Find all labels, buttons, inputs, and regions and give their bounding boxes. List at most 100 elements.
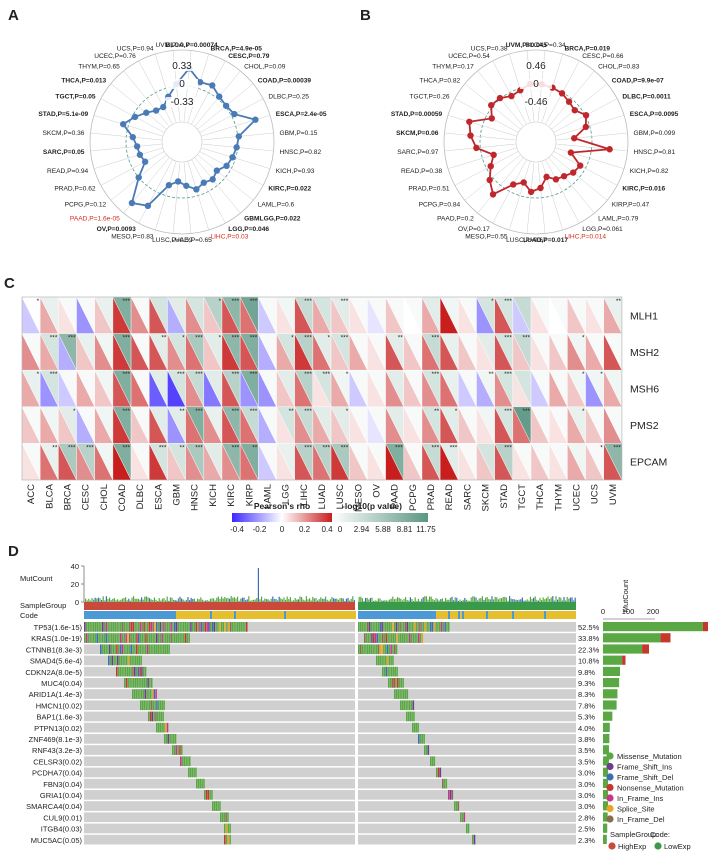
code-track-cell bbox=[206, 611, 208, 619]
zero-ring bbox=[479, 85, 593, 199]
oncoplot-chart: 40200MutCountSampleGroupCodeTP53(1.6e-15… bbox=[20, 562, 708, 851]
mutation-cell bbox=[466, 823, 468, 834]
tick-bg bbox=[520, 79, 552, 89]
mutation-cell bbox=[143, 622, 145, 632]
axis-label: THCA,P=0.013 bbox=[61, 77, 106, 84]
gene-label: MUC4(0.04) bbox=[41, 679, 82, 688]
mutation-cell bbox=[119, 666, 122, 677]
mutcount-bar bbox=[347, 597, 349, 602]
mutation-cell bbox=[145, 622, 147, 632]
mutcount-bar bbox=[467, 600, 469, 602]
legend-swatch bbox=[606, 794, 614, 802]
rho-tick: -0.2 bbox=[253, 525, 267, 534]
mutcount-bar bbox=[465, 599, 467, 602]
mutcount-bar bbox=[493, 599, 495, 602]
mutation-cell bbox=[121, 666, 123, 677]
code-track-cell bbox=[524, 611, 526, 619]
mutation-cell bbox=[397, 622, 400, 632]
mutation-cell bbox=[396, 666, 398, 677]
mutation-cell bbox=[406, 711, 408, 722]
mutcount-bar bbox=[261, 596, 263, 602]
mutation-cell bbox=[129, 678, 131, 688]
gene-percent: 10.8% bbox=[578, 657, 600, 666]
cancer-column-label: UCS bbox=[590, 484, 601, 504]
mutation-cell bbox=[418, 734, 420, 744]
mutcount-bar bbox=[536, 599, 538, 602]
mutation-cell bbox=[402, 678, 404, 688]
significance-stars: ** bbox=[434, 408, 440, 415]
significance-stars: ** bbox=[180, 444, 186, 451]
mutcount-bar bbox=[440, 599, 442, 602]
mutation-cell bbox=[118, 655, 121, 666]
mutcount-bar bbox=[102, 596, 104, 602]
mutation-cell bbox=[102, 622, 104, 632]
mutation-cell bbox=[213, 801, 216, 811]
mutation-cell bbox=[163, 633, 165, 643]
mutation-cell bbox=[229, 823, 231, 834]
mutcount-bar bbox=[489, 599, 491, 602]
mutcount-bar bbox=[304, 600, 306, 602]
gene-label: CDKN2A(8.0e-5) bbox=[25, 668, 82, 677]
oncoplot-row-bg bbox=[358, 700, 576, 711]
data-point bbox=[560, 173, 568, 180]
mutation-cell bbox=[128, 666, 131, 677]
cancer-column-label: LUSC bbox=[335, 484, 346, 509]
significance-stars: ** bbox=[489, 371, 495, 378]
mutation-cell bbox=[161, 633, 163, 643]
mutation-cell bbox=[365, 633, 368, 643]
mutation-cell bbox=[162, 711, 164, 722]
mutcount-bar bbox=[571, 597, 573, 602]
mutation-cell bbox=[123, 633, 126, 643]
mutation-cell bbox=[225, 823, 228, 834]
mutation-cell bbox=[145, 633, 147, 643]
code-track-cell bbox=[374, 611, 376, 619]
code-track-cell bbox=[490, 611, 492, 619]
data-point bbox=[565, 98, 573, 105]
mutcount-bar bbox=[166, 596, 168, 602]
code-track-cell bbox=[282, 611, 284, 619]
mutcount-bar bbox=[281, 599, 283, 602]
code-track-cell bbox=[96, 611, 98, 619]
code-track-cell bbox=[378, 611, 380, 619]
axis-label: PCPG,P=0.12 bbox=[65, 202, 107, 209]
mutcount-bar bbox=[504, 596, 506, 602]
mutation-cell bbox=[181, 622, 183, 632]
mutation-cell bbox=[161, 722, 163, 733]
mutation-cell bbox=[386, 644, 389, 655]
mutation-cell bbox=[410, 622, 412, 632]
code-track-cell bbox=[472, 611, 474, 619]
spoke bbox=[537, 161, 546, 234]
code-track-cell bbox=[130, 611, 132, 619]
mutcount-bar bbox=[213, 598, 215, 602]
code-track-cell bbox=[340, 611, 342, 619]
mutation-cell bbox=[109, 644, 111, 655]
mutation-cell bbox=[154, 644, 156, 655]
side-bar-missense bbox=[603, 666, 620, 676]
mutation-cell bbox=[175, 745, 178, 755]
mutation-cell bbox=[386, 655, 389, 666]
code-track-cell bbox=[104, 611, 106, 619]
mutation-cell bbox=[138, 633, 140, 643]
code-track-cell bbox=[522, 611, 524, 619]
mutation-cell bbox=[382, 633, 384, 643]
axis-label: ESCA,P=0.0095 bbox=[630, 111, 679, 118]
mutation-cell bbox=[127, 655, 130, 666]
gene-percent: 3.5% bbox=[578, 757, 595, 766]
mutcount-bar bbox=[342, 598, 344, 602]
mutation-cell bbox=[390, 644, 392, 655]
rho-tick: 0.4 bbox=[321, 525, 333, 534]
code-track-cell bbox=[106, 611, 108, 619]
code-track-cell bbox=[198, 611, 200, 619]
mutation-cell bbox=[111, 633, 113, 643]
mutcount-bar bbox=[259, 599, 261, 602]
data-point bbox=[487, 102, 495, 109]
mutcount-bar bbox=[291, 600, 293, 602]
mutation-cell bbox=[136, 678, 139, 688]
mutation-cell bbox=[164, 734, 166, 744]
mutation-cell bbox=[105, 644, 107, 655]
mutation-cell bbox=[204, 622, 207, 632]
oncoplot-row-bg bbox=[358, 834, 576, 845]
outer-ring bbox=[89, 49, 275, 235]
mutation-cell bbox=[135, 655, 137, 666]
mutation-cell bbox=[394, 644, 396, 655]
